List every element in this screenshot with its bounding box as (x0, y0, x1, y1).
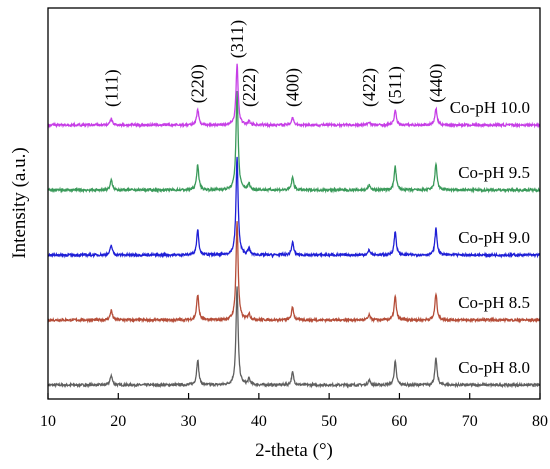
x-tick-label: 80 (532, 413, 548, 430)
peak-label: (511) (385, 66, 406, 104)
peak-label: (422) (359, 68, 380, 107)
plot-frame (47, 7, 541, 400)
x-axis: 10 20 30 40 50 60 70 80 (40, 393, 548, 430)
peak-label: (220) (188, 64, 209, 103)
peak-label: (311) (227, 20, 248, 58)
labels: Co-pH 8.0 Co-pH 8.5 Co-pH 9.0 Co-pH 9.5 Co-p… (101, 20, 530, 377)
series-line (47, 156, 541, 259)
series-label: Co-pH 8.5 (458, 293, 530, 312)
x-tick-label: 10 (40, 413, 56, 430)
series-line (47, 221, 541, 324)
peak-label: (222) (239, 68, 260, 107)
y-axis-title: Intensity (a.u.) (9, 147, 30, 258)
peak-label: (400) (283, 68, 304, 107)
series-label: Co-pH 10.0 (450, 98, 530, 117)
x-tick-label: 20 (110, 413, 126, 430)
x-tick-label: 70 (462, 413, 478, 430)
series-line (47, 286, 541, 389)
peak-label: (111) (101, 69, 122, 107)
x-axis-title: 2-theta (°) (255, 440, 333, 461)
x-tick-label: 60 (391, 413, 407, 430)
series-line (47, 63, 541, 129)
plot-area (47, 63, 541, 389)
x-tick-label: 50 (321, 413, 337, 430)
series-label: Co-pH 9.5 (458, 163, 530, 182)
series-label: Co-pH 9.0 (458, 228, 530, 247)
series-label: Co-pH 8.0 (458, 358, 530, 377)
series-line (47, 90, 541, 194)
x-tick-label: 30 (181, 413, 197, 430)
peak-label: (440) (426, 64, 447, 103)
x-tick-label: 40 (251, 413, 267, 430)
